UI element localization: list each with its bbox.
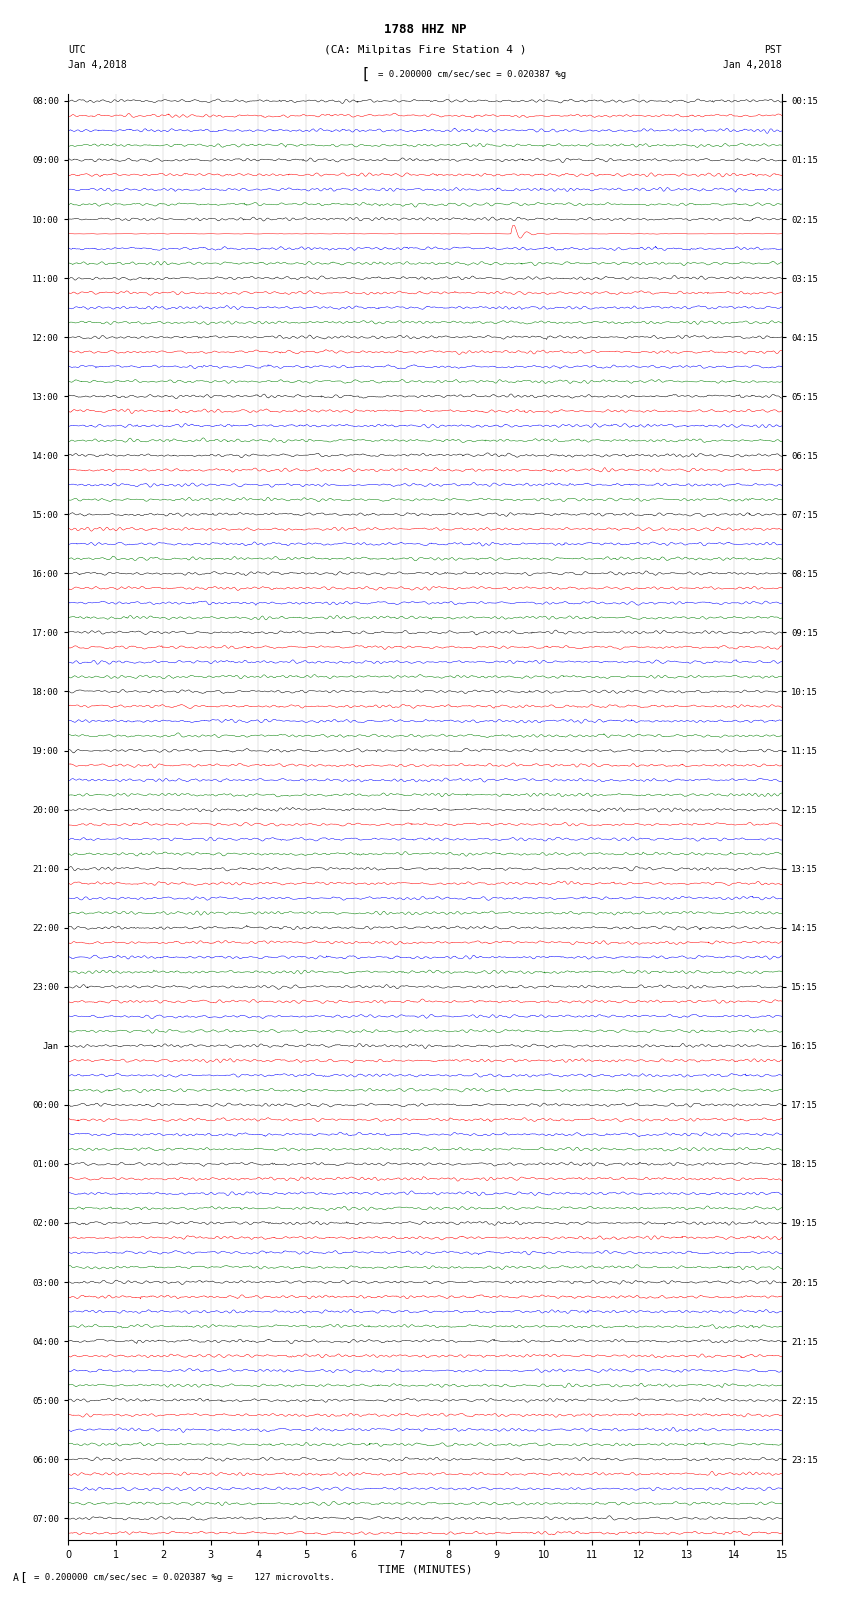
Text: [: [ — [361, 66, 370, 82]
Text: = 0.200000 cm/sec/sec = 0.020387 %g: = 0.200000 cm/sec/sec = 0.020387 %g — [378, 69, 566, 79]
X-axis label: TIME (MINUTES): TIME (MINUTES) — [377, 1565, 473, 1574]
Text: (CA: Milpitas Fire Station 4 ): (CA: Milpitas Fire Station 4 ) — [324, 45, 526, 55]
Text: = 0.200000 cm/sec/sec = 0.020387 %g =    127 microvolts.: = 0.200000 cm/sec/sec = 0.020387 %g = 12… — [34, 1573, 335, 1582]
Text: Jan 4,2018: Jan 4,2018 — [723, 60, 782, 69]
Text: PST: PST — [764, 45, 782, 55]
Text: [: [ — [20, 1571, 27, 1584]
Text: 1788 HHZ NP: 1788 HHZ NP — [383, 23, 467, 35]
Text: Jan 4,2018: Jan 4,2018 — [68, 60, 127, 69]
Text: UTC: UTC — [68, 45, 86, 55]
Text: A: A — [13, 1573, 19, 1582]
